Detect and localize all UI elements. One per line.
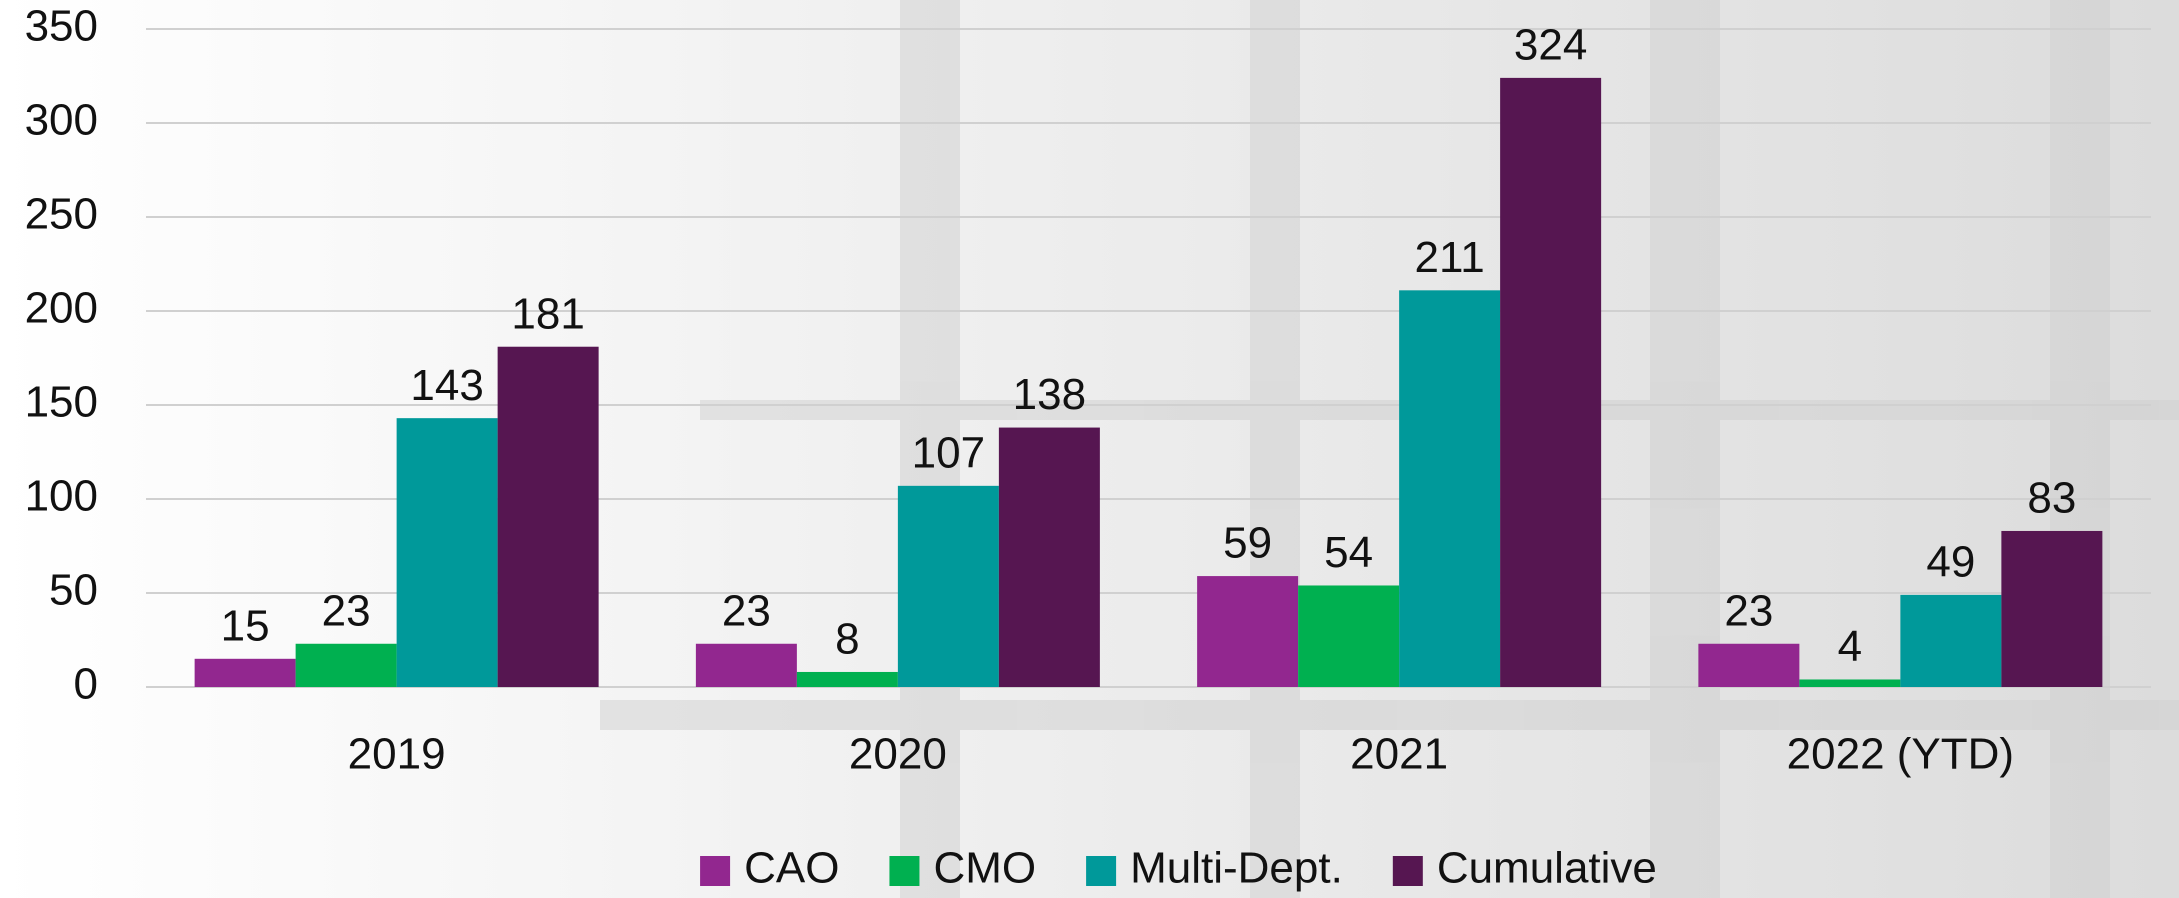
y-tick-label: 100 (25, 472, 98, 521)
legend-swatch (889, 856, 919, 886)
y-tick-label: 350 (25, 2, 98, 51)
bar (1500, 78, 1601, 687)
bar (498, 347, 599, 687)
legend-swatch (700, 856, 730, 886)
legend-label: CAO (744, 844, 839, 893)
bar (1900, 595, 2001, 687)
data-label: 15 (221, 601, 270, 650)
y-tick-label: 0 (74, 660, 98, 709)
data-label: 23 (322, 586, 371, 635)
legend-swatch (1086, 856, 1116, 886)
data-label: 138 (1013, 370, 1086, 419)
data-label: 324 (1514, 21, 1587, 70)
data-label: 181 (511, 289, 584, 338)
y-tick-label: 50 (49, 566, 98, 615)
data-label: 143 (410, 361, 483, 410)
data-label: 4 (1838, 622, 1862, 671)
bar (1698, 644, 1799, 687)
data-label: 54 (1324, 528, 1373, 577)
bar (1799, 679, 1900, 687)
bar (999, 428, 1100, 687)
bar (296, 644, 397, 687)
x-tick-label: 2020 (849, 730, 947, 779)
data-label: 49 (1926, 538, 1975, 587)
data-label: 8 (835, 615, 859, 664)
chart: 0 50 100 150 200 250 300 350 2019 15 23 143 181 2020 2… (0, 0, 2179, 898)
bar (195, 659, 296, 687)
bar (696, 644, 797, 687)
data-label: 107 (912, 428, 985, 477)
y-tick-label: 150 (25, 378, 98, 427)
y-tick-label: 300 (25, 96, 98, 145)
data-label: 23 (1724, 586, 1773, 635)
data-label: 59 (1223, 519, 1272, 568)
bar (797, 672, 898, 687)
legend-label: CMO (933, 844, 1036, 893)
legend-swatch (1393, 856, 1423, 886)
bar (397, 418, 498, 687)
data-label: 211 (1415, 233, 1485, 282)
x-tick-label: 2019 (348, 730, 446, 779)
data-label: 23 (722, 586, 771, 635)
y-tick-label: 200 (25, 284, 98, 333)
x-tick-label: 2021 (1350, 730, 1448, 779)
bar (1197, 576, 1298, 687)
bar (1298, 585, 1399, 687)
y-tick-label: 250 (25, 190, 98, 239)
legend-label: Multi-Dept. (1130, 844, 1343, 893)
data-label: 83 (2027, 474, 2076, 523)
bar (2001, 531, 2102, 687)
x-tick-label: 2022 (YTD) (1787, 730, 2014, 779)
legend-label: Cumulative (1437, 844, 1657, 893)
bar (898, 486, 999, 687)
bar (1399, 290, 1500, 687)
